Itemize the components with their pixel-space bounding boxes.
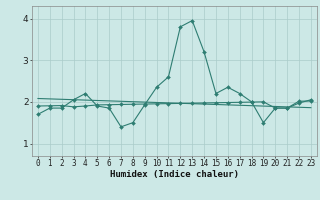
X-axis label: Humidex (Indice chaleur): Humidex (Indice chaleur) xyxy=(110,170,239,179)
